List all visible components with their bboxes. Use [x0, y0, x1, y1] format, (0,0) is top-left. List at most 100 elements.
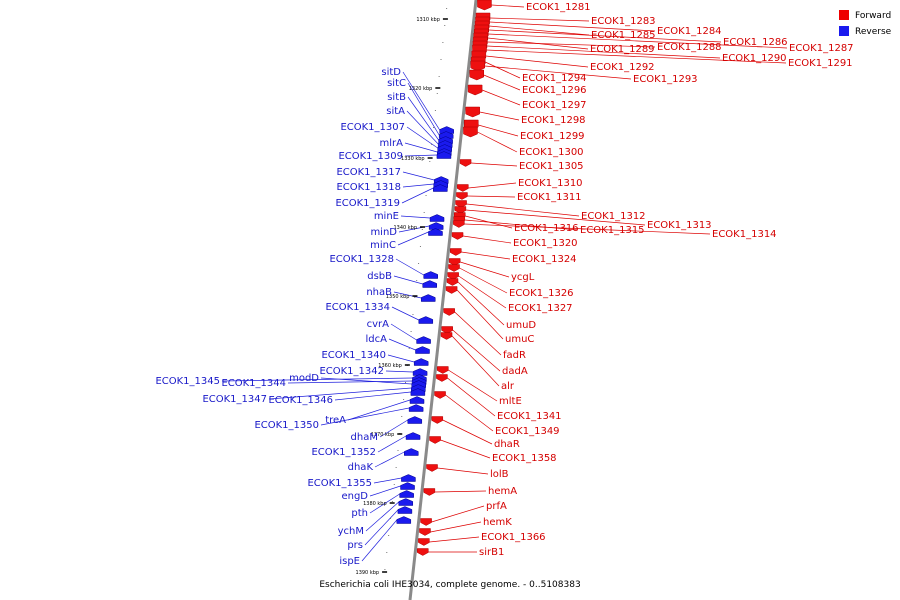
forward-connector	[460, 261, 510, 278]
forward-gene-feature	[417, 548, 429, 556]
forward-gene-feature	[440, 332, 453, 340]
axis-dot	[391, 501, 393, 502]
axis-dot	[421, 229, 423, 230]
forward-gene-label: ECOK1_1315	[580, 225, 645, 236]
forward-gene-feature	[459, 159, 472, 167]
reverse-gene-label: ldcA	[366, 334, 388, 345]
reverse-gene-label: ECOK1_1346	[268, 395, 333, 406]
forward-gene-label: ECOK1_1293	[633, 74, 698, 85]
forward-connector	[437, 467, 489, 475]
reverse-connector	[397, 231, 429, 246]
reverse-gene-label: ECOK1_1355	[307, 478, 372, 489]
legend-forward-swatch	[839, 10, 849, 20]
axis-dot	[390, 518, 392, 519]
forward-gene-label: ECOK1_1281	[526, 2, 591, 13]
forward-connector	[484, 65, 632, 80]
forward-connector	[464, 223, 711, 235]
reverse-gene-feature	[401, 474, 416, 482]
scale-tick-label: 1370 kbp	[371, 432, 395, 438]
scale-tick-label: 1310 kbp	[416, 17, 440, 23]
reverse-gene-label: ECOK1_1342	[319, 366, 384, 377]
reverse-gene-feature	[409, 396, 425, 404]
forward-connector	[456, 289, 504, 340]
reverse-gene-feature	[428, 222, 444, 230]
axis-dot	[433, 127, 435, 128]
forward-gene-feature	[443, 308, 455, 316]
forward-connector	[485, 61, 521, 79]
reverse-gene-label: prs	[347, 540, 363, 551]
reverse-gene-label: ECOK1_1350	[254, 420, 319, 431]
axis-dot	[401, 416, 403, 417]
axis-dot	[446, 8, 448, 9]
forward-connector	[479, 111, 520, 121]
reverse-connector	[390, 323, 417, 341]
forward-gene-feature	[451, 232, 464, 240]
forward-gene-label: dhaR	[494, 439, 520, 450]
axis-dot	[386, 552, 388, 553]
legend-reverse-swatch	[839, 26, 849, 36]
forward-connector	[434, 490, 487, 493]
legend-forward-label: Forward	[855, 11, 891, 21]
axis-dot	[410, 331, 412, 332]
forward-connector	[464, 219, 579, 231]
forward-connector	[489, 21, 656, 32]
reverse-gene-feature	[429, 214, 445, 222]
forward-connector	[454, 311, 502, 356]
forward-gene-label: ECOK1_1299	[520, 131, 585, 142]
scale-ticks: 1310 kbp 1320 kbp 1330 kbp 1340 kbp 1350 kbp…	[356, 8, 448, 587]
reverse-gene-label: minE	[374, 211, 399, 222]
forward-connector	[490, 17, 590, 22]
reverse-gene-label: sitD	[381, 67, 401, 78]
reverse-gene-label: dhaK	[348, 462, 374, 473]
reverse-gene-feature	[423, 271, 438, 279]
reverse-connector	[320, 377, 412, 385]
reverse-gene-feature	[412, 368, 428, 376]
forward-connector	[483, 74, 521, 91]
forward-connector	[468, 182, 517, 189]
reverse-gene-label: ECOK1_1340	[321, 350, 386, 361]
forward-connector	[481, 89, 521, 106]
axis-dot	[403, 399, 405, 400]
forward-gene-feature	[477, 0, 492, 11]
reverse-gene-feature	[408, 404, 424, 412]
reverse-gene-label: mlrA	[380, 138, 404, 149]
forward-gene-label: ECOK1_1305	[519, 161, 584, 172]
reverse-connector	[402, 71, 440, 131]
reverse-gene-label: treA	[325, 415, 346, 426]
axis-dot	[395, 467, 397, 468]
forward-connector	[478, 124, 519, 137]
forward-gene-label: dadA	[502, 366, 528, 377]
forward-gene-label: ECOK1_1341	[497, 411, 562, 422]
axis-dot	[408, 348, 410, 349]
forward-gene-feature	[431, 416, 444, 424]
reverse-connector	[393, 291, 422, 299]
scale-tick-label: 1320 kbp	[409, 86, 433, 92]
forward-connector	[447, 377, 496, 417]
axis-dot	[440, 59, 442, 60]
axis-dot	[404, 382, 406, 383]
axis-dot	[442, 42, 444, 43]
scale-tick-label: 1360 kbp	[378, 363, 402, 369]
forward-gene-label: ECOK1_1285	[591, 30, 656, 41]
reverse-gene-label: cvrA	[367, 319, 390, 330]
forward-connector	[467, 195, 516, 198]
forward-connector	[471, 162, 518, 167]
reverse-gene-feature	[422, 280, 438, 288]
reverse-gene-feature	[407, 416, 423, 424]
legend-reverse-label: Reverse	[855, 27, 892, 37]
axis-dot	[418, 263, 420, 264]
reverse-gene-label: dhaM	[351, 432, 378, 443]
forward-gene-label: fadR	[503, 350, 526, 361]
reverse-gene-label: sitA	[386, 106, 405, 117]
reverse-gene-feature	[413, 358, 429, 366]
forward-connector	[465, 209, 646, 226]
forward-gene-feature	[436, 374, 448, 382]
reverse-connector	[385, 370, 414, 373]
reverse-gene-feature	[428, 228, 443, 236]
reverse-gene-label: ECOK1_1318	[336, 182, 401, 193]
reverse-connector	[221, 377, 413, 382]
reverse-gene-label: ECOK1_1319	[335, 198, 400, 209]
reverse-connector	[402, 183, 434, 188]
forward-gene-label: ECOK1_1316	[514, 223, 579, 234]
reverse-connector	[406, 126, 438, 149]
